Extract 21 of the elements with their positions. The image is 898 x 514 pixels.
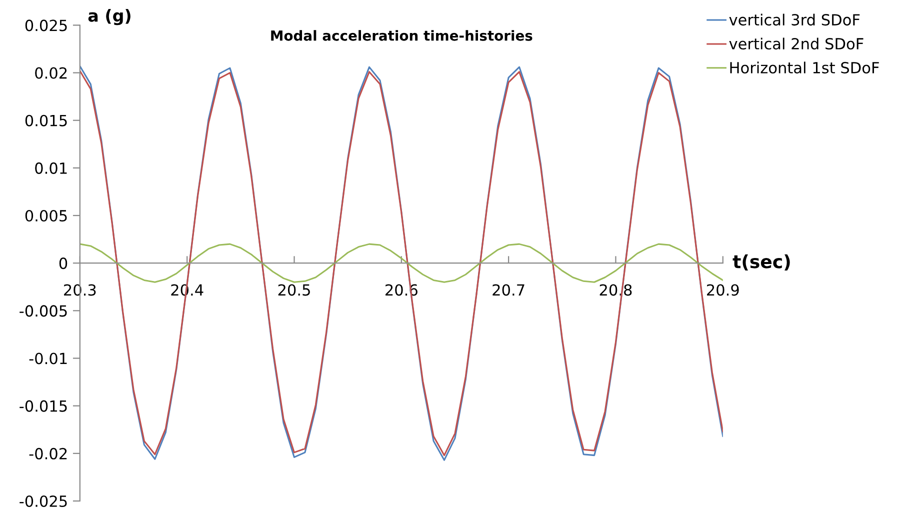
x-axis-title: t(sec) xyxy=(732,254,790,270)
x-tick-label: 20.9 xyxy=(707,284,739,296)
y-tick-label: -0.025 xyxy=(20,495,67,508)
y-tick-label: -0.015 xyxy=(20,400,67,412)
y-tick-label: 0.01 xyxy=(35,162,67,174)
y-tick-label: 0.005 xyxy=(25,210,67,222)
y-axis-title: a (g) xyxy=(88,8,130,26)
legend-label: Horizontal 1st SDoF xyxy=(730,62,879,74)
y-tick-label: -0.02 xyxy=(29,448,67,460)
x-tick-label: 20.3 xyxy=(64,284,96,296)
x-tick-label: 20.5 xyxy=(278,284,310,296)
x-tick-label: 20.7 xyxy=(492,284,524,296)
y-tick-label: 0 xyxy=(59,258,68,270)
legend-label: vertical 3rd SDoF xyxy=(729,14,860,26)
chart-title: Modal acceleration time-histories xyxy=(271,30,532,41)
y-tick-label: 0.025 xyxy=(25,20,67,32)
y-tick-label: 0.02 xyxy=(35,67,67,79)
y-tick-label: -0.005 xyxy=(20,305,67,317)
y-tick-label: 0.015 xyxy=(25,114,67,126)
y-tick-label: -0.01 xyxy=(29,352,67,364)
legend-label: vertical 2nd SDoF xyxy=(729,38,864,50)
